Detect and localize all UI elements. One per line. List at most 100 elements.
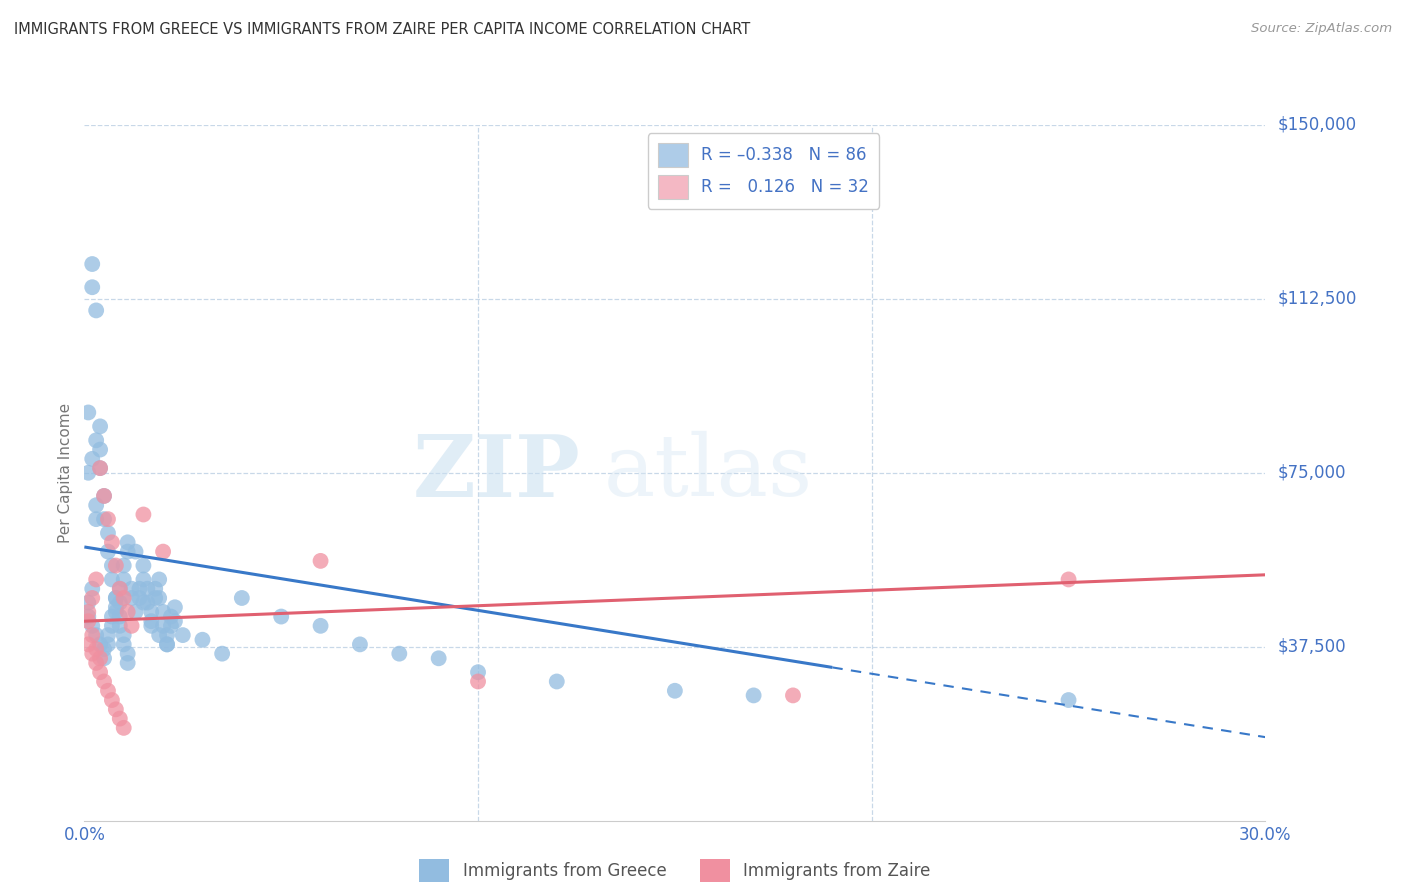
Point [82,628,104,642]
Text: ZIP: ZIP [412,431,581,515]
Point [136,582,159,596]
Point [77,405,100,419]
Point [124,605,146,619]
Text: $37,500: $37,500 [1277,638,1346,656]
Point [84,434,107,448]
Point [104,591,127,605]
Point [121,582,143,596]
Point [132,508,155,522]
Point [89,442,111,457]
Point [132,596,155,610]
Point [93,674,115,689]
Point [191,632,214,647]
Point [156,637,179,651]
Point [782,689,804,703]
Point [97,526,120,541]
Point [77,466,100,480]
Point [112,573,135,587]
Point [104,558,127,573]
Point [97,637,120,651]
Point [97,544,120,558]
Point [89,637,111,651]
Point [124,544,146,558]
Point [163,600,186,615]
Point [108,596,131,610]
Point [93,512,115,526]
Point [117,535,139,549]
Point [97,512,120,526]
Point [108,609,131,624]
Point [82,280,104,294]
Text: atlas: atlas [605,431,813,515]
Point [84,628,107,642]
Text: $150,000: $150,000 [1277,116,1357,134]
Point [121,619,143,633]
Text: Source: ZipAtlas.com: Source: ZipAtlas.com [1251,22,1392,36]
Point [546,674,568,689]
Point [84,303,107,318]
Point [211,647,233,661]
Point [104,600,127,615]
Point [112,628,135,642]
Point [128,582,150,596]
Point [141,614,163,628]
Point [117,605,139,619]
Point [77,637,100,651]
Point [156,628,179,642]
Point [112,558,135,573]
Point [427,651,450,665]
Point [93,651,115,665]
Point [1057,573,1080,587]
Point [97,683,120,698]
Point [101,535,124,549]
Point [84,512,107,526]
Point [742,689,765,703]
Point [93,489,115,503]
Point [77,605,100,619]
Point [89,651,111,665]
Point [163,614,186,628]
Point [117,656,139,670]
Point [82,257,104,271]
Point [82,647,104,661]
Point [97,628,120,642]
Point [117,647,139,661]
Point [101,558,124,573]
Point [89,461,111,475]
Point [132,573,155,587]
Point [89,461,111,475]
Point [77,609,100,624]
Point [309,619,332,633]
Point [101,573,124,587]
Point [93,642,115,657]
Point [108,619,131,633]
Point [101,609,124,624]
Point [104,605,127,619]
Point [89,419,111,434]
Point [136,596,159,610]
Point [121,591,143,605]
Point [141,605,163,619]
Point [101,693,124,707]
Point [117,544,139,558]
Point [143,582,166,596]
Point [112,721,135,735]
Point [77,614,100,628]
Point [388,647,411,661]
Point [84,642,107,657]
Point [108,712,131,726]
Point [104,591,127,605]
Legend: Immigrants from Greece, Immigrants from Zaire: Immigrants from Greece, Immigrants from … [412,852,938,888]
Point [152,605,174,619]
Point [231,591,253,605]
Point [82,582,104,596]
Point [82,591,104,605]
Point [77,596,100,610]
Point [84,656,107,670]
Point [89,665,111,680]
Y-axis label: Per Capita Income: Per Capita Income [58,402,73,543]
Point [101,619,124,633]
Text: IMMIGRANTS FROM GREECE VS IMMIGRANTS FROM ZAIRE PER CAPITA INCOME CORRELATION CH: IMMIGRANTS FROM GREECE VS IMMIGRANTS FRO… [14,22,751,37]
Point [172,628,194,642]
Point [112,637,135,651]
